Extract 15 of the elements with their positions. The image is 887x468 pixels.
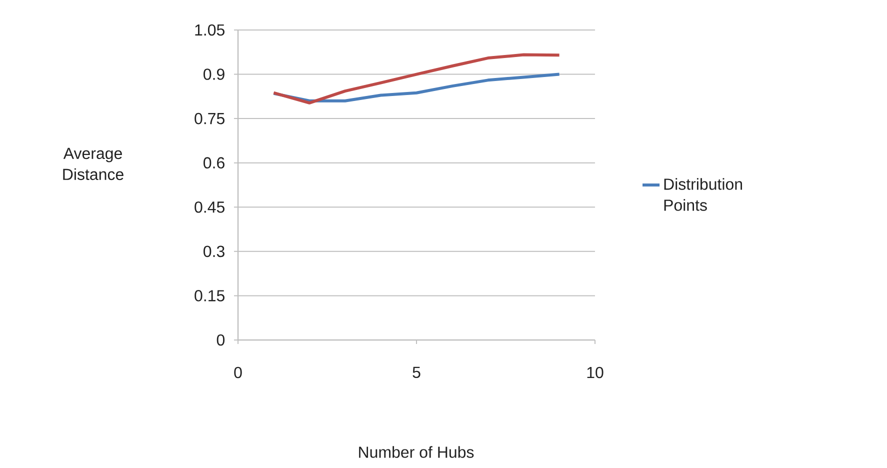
- y-tick-label: 0.75: [194, 112, 224, 124]
- x-tick-label: 0: [234, 366, 242, 378]
- y-tick-label: 0.15: [194, 290, 224, 302]
- line-series: [272, 53, 561, 104]
- y-tick-label: 0.6: [204, 157, 224, 169]
- y-tick-label: 0.45: [194, 201, 224, 213]
- x-tick-label: 5: [412, 366, 420, 378]
- x-tick-label: 10: [587, 366, 604, 378]
- y-axis-title: Average Distance: [63, 148, 124, 180]
- y-tick-label: 0: [216, 334, 225, 346]
- y-tick-label: 0.9: [204, 68, 224, 80]
- x-axis-title: Number of Hubs: [359, 446, 474, 458]
- y-tick-label: 1.05: [195, 24, 224, 36]
- legend-label: Distribution Points: [664, 178, 742, 211]
- y-tick-label: 0.3: [204, 246, 224, 258]
